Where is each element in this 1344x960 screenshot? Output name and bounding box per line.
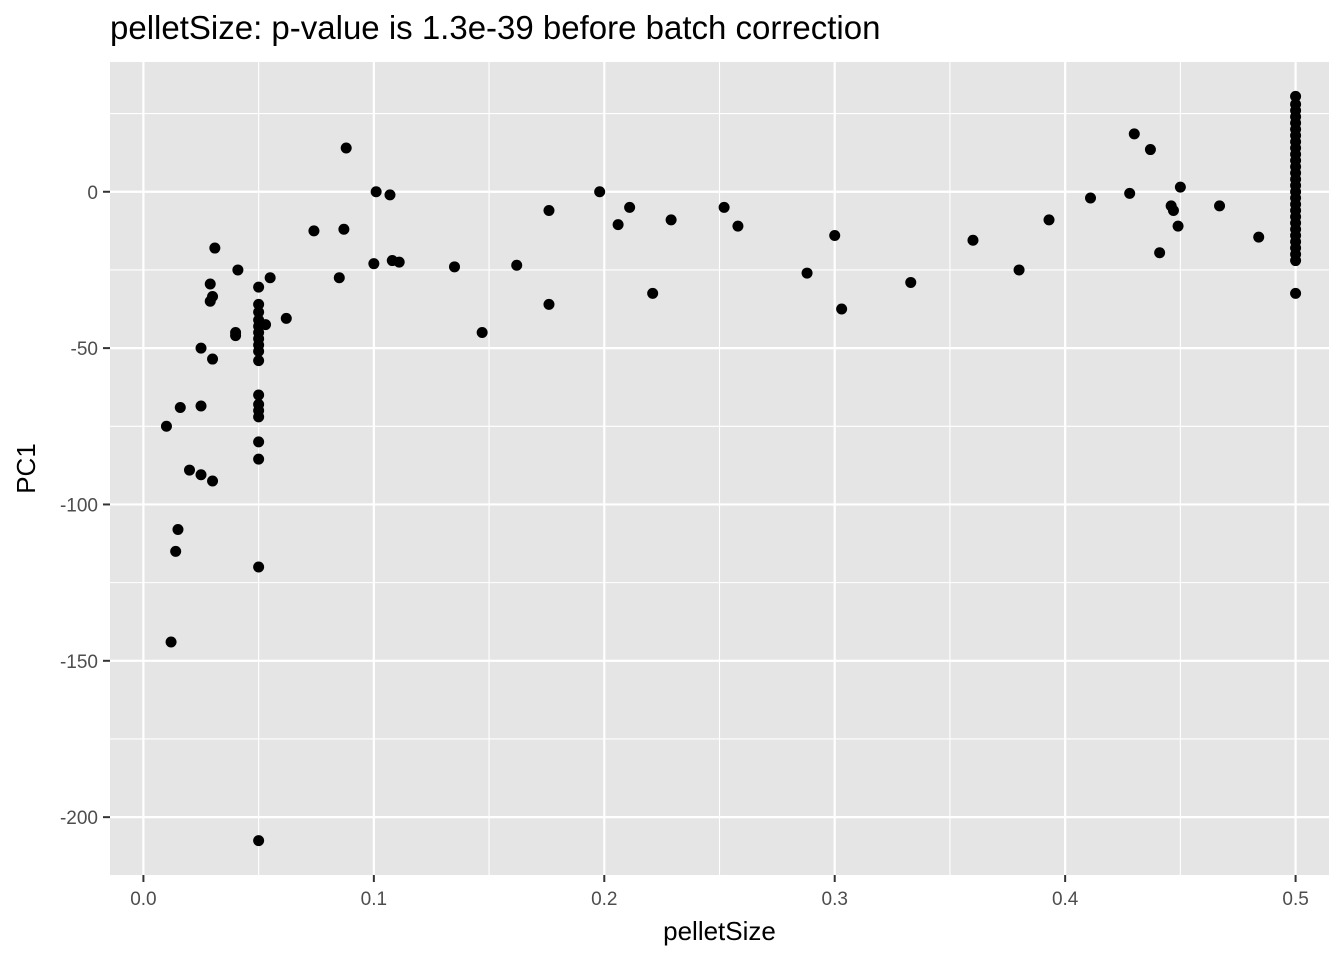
x-tick-label: 0.1: [361, 889, 387, 910]
data-point: [1144, 144, 1156, 156]
data-point: [647, 287, 659, 299]
data-point: [165, 636, 177, 648]
x-tick-label: 0.0: [130, 889, 156, 910]
data-point: [612, 219, 624, 231]
data-point: [1290, 255, 1302, 267]
data-point: [801, 267, 813, 279]
x-axis: 0.0 0.1 0.2 0.3 0.4 0.5: [130, 875, 1309, 910]
data-point: [543, 205, 555, 217]
x-tick-label: 0.4: [1052, 889, 1079, 910]
data-point: [836, 303, 848, 315]
x-tick-label: 0.5: [1282, 889, 1308, 910]
data-point: [368, 258, 380, 270]
data-point: [905, 276, 917, 288]
data-point: [718, 201, 730, 213]
data-point: [253, 436, 265, 448]
data-point: [543, 298, 555, 310]
y-tick-label: -200: [60, 808, 98, 829]
data-point: [1172, 220, 1184, 232]
data-point: [195, 400, 207, 412]
chart-title: pelletSize: p-value is 1.3e-39 before ba…: [110, 9, 880, 46]
data-point: [1043, 214, 1055, 226]
data-point: [253, 281, 265, 293]
data-point: [967, 234, 979, 246]
data-point: [230, 330, 242, 342]
data-point: [209, 242, 221, 254]
data-point: [1124, 187, 1136, 199]
data-point: [253, 453, 265, 465]
data-point: [1174, 181, 1186, 193]
data-point: [253, 389, 265, 401]
y-axis-title: PC1: [11, 443, 41, 494]
data-point: [338, 223, 350, 235]
major-gridlines: [110, 62, 1329, 875]
data-point: [1128, 128, 1140, 140]
data-point: [1290, 90, 1302, 102]
data-point: [260, 319, 272, 331]
data-point: [195, 469, 207, 481]
y-tick-label: -50: [71, 339, 98, 360]
data-point: [308, 225, 320, 237]
data-point: [207, 475, 219, 487]
data-point: [253, 355, 265, 367]
data-point: [1085, 192, 1096, 204]
y-axis: 0 -50 -100 -150 -200: [60, 183, 110, 829]
data-point: [195, 342, 207, 354]
minor-gridlines: [110, 62, 1329, 875]
data-point: [204, 278, 216, 290]
data-point: [1253, 231, 1265, 243]
data-point: [624, 201, 636, 213]
data-point: [174, 402, 186, 414]
data-point: [476, 326, 488, 338]
data-point: [665, 214, 677, 226]
data-point: [340, 142, 352, 154]
x-tick-label: 0.2: [591, 889, 617, 910]
data-point: [1154, 247, 1166, 259]
data-point: [1214, 200, 1226, 212]
y-tick-label: -100: [60, 495, 98, 516]
data-point: [264, 272, 276, 284]
data-point: [280, 312, 292, 324]
x-tick-label: 0.3: [822, 889, 848, 910]
data-point: [253, 835, 265, 847]
data-point: [511, 259, 523, 271]
data-point: [370, 186, 382, 198]
data-point: [184, 464, 195, 476]
data-point: [253, 306, 265, 318]
data-point: [207, 291, 219, 303]
data-points: [160, 90, 1302, 847]
data-point: [449, 261, 460, 273]
data-point: [393, 256, 405, 268]
data-point: [253, 345, 265, 357]
data-point: [172, 523, 184, 535]
data-point: [232, 264, 244, 276]
data-point: [170, 545, 182, 557]
data-point: [160, 420, 172, 432]
data-point: [1013, 264, 1025, 276]
data-point: [829, 230, 841, 242]
data-point: [1290, 287, 1302, 299]
data-point: [253, 298, 265, 310]
data-point: [253, 411, 265, 423]
data-point: [253, 561, 265, 573]
data-point: [1167, 205, 1179, 217]
x-axis-title: pelletSize: [663, 916, 776, 946]
y-tick-label: 0: [87, 183, 98, 204]
data-point: [207, 353, 219, 365]
data-point: [384, 189, 396, 201]
y-tick-label: -150: [60, 652, 98, 673]
data-point: [594, 186, 606, 198]
data-point: [732, 220, 744, 232]
data-point: [333, 272, 345, 284]
